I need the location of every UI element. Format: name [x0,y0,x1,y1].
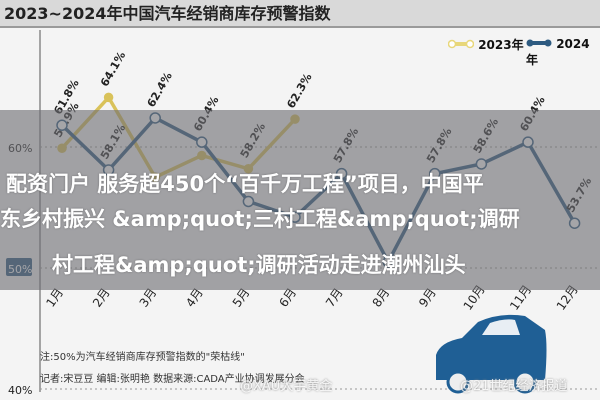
data-label: 64.1% [98,49,128,89]
watermark-left: @XAU大宇黄金 [240,379,333,394]
data-label: 62.3% [284,71,314,111]
legend-2024: 2024年 [526,36,600,68]
chart-credits: 记者:宋豆豆 编辑:张明艳 数据来源:CADA产业协调发展分会 [40,374,305,385]
headline-overlay: 配资门户 服务超450个“百千万工程”项目，中国平 东乡村振兴 &amp;quo… [0,110,600,290]
legend-2023: 2023年 [447,36,524,53]
legend-label-2024: 2024年 [526,37,590,67]
watermark-right: @21世纪经济报道 [460,379,568,394]
headline-line-3[interactable]: 村工程&amp;quot;调研活动走进潮州汕头 [52,253,466,277]
legend-label-2023: 2023年 [478,38,524,52]
y-tick-label: 40% [8,384,32,397]
chart-title: 2023~2024年中国汽车经销商库存预警指数 [0,0,600,28]
data-point [103,92,114,103]
headline-line-2[interactable]: 东乡村振兴 &amp;quot;三村工程&amp;quot;调研 [0,207,520,231]
headline-line-1[interactable]: 配资门户 服务超450个“百千万工程”项目，中国平 [6,172,484,196]
chart-note: 注:50%为汽车经销商库存预警指数的"荣枯线" [40,352,245,363]
data-label: 62.4% [145,70,175,110]
